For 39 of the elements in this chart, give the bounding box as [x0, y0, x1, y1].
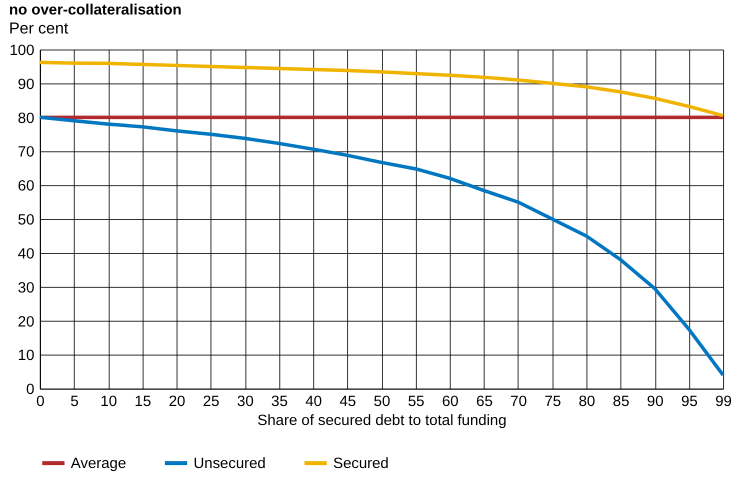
x-tick-label: 35 — [271, 393, 288, 410]
y-tick-label: 60 — [18, 178, 34, 195]
x-tick-label: 60 — [442, 393, 459, 410]
x-tick-label: 85 — [612, 393, 630, 410]
x-tick-label: 90 — [646, 393, 664, 410]
chart-title: no over-collateralisation — [8, 2, 182, 19]
legend-label: Secured — [333, 455, 389, 472]
x-tick-label: 99 — [715, 393, 732, 410]
x-tick-label: 20 — [168, 393, 186, 410]
x-tick-label: 5 — [70, 393, 79, 410]
x-tick-label: 10 — [100, 393, 118, 410]
line-series — [38, 116, 725, 377]
x-tick-label: 45 — [340, 393, 356, 410]
x-tick-label: 15 — [134, 393, 152, 410]
line-series — [38, 60, 725, 118]
y-tick-label: 50 — [18, 212, 34, 229]
legend-label: Unsecured — [193, 455, 266, 472]
y-tick-label: 90 — [18, 76, 34, 93]
x-tick-label: 55 — [408, 393, 424, 410]
chart-subtitle: Per cent — [8, 20, 69, 38]
y-tick-label: 30 — [18, 279, 34, 296]
x-tick-label: 70 — [510, 393, 527, 410]
y-tick-label: 40 — [18, 245, 34, 262]
y-tick-label: 80 — [18, 110, 34, 127]
x-tick-label: 95 — [681, 393, 698, 410]
x-tick-label: 40 — [305, 393, 322, 410]
legend-label: Average — [70, 455, 126, 472]
x-tick-label: 80 — [578, 393, 596, 410]
y-tick-label: 100 — [9, 42, 34, 59]
y-tick-label: 0 — [26, 381, 34, 398]
x-tick-label: 75 — [544, 393, 562, 410]
x-tick-label: 25 — [202, 393, 220, 410]
y-tick-label: 20 — [18, 313, 34, 330]
x-tick-label: 65 — [476, 393, 493, 410]
y-tick-label: 70 — [18, 144, 34, 161]
x-tick-label: 30 — [237, 393, 254, 410]
x-axis-title: Share of secured debt to total funding — [257, 412, 507, 429]
x-tick-label: 50 — [374, 393, 390, 410]
y-tick-label: 10 — [18, 347, 34, 364]
